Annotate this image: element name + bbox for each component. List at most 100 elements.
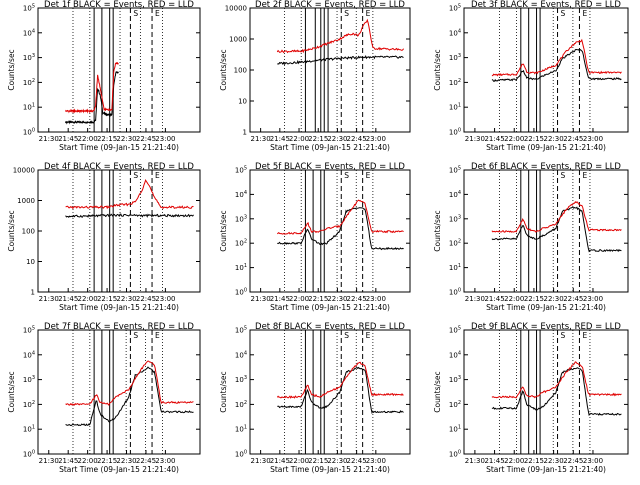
x-tick-label: 22:15 xyxy=(97,135,117,143)
y-tick-label: 101 xyxy=(449,103,461,112)
x-tick-label: 23:00 xyxy=(583,135,603,143)
reference-lines xyxy=(284,8,374,132)
reference-lines xyxy=(284,330,374,454)
y-axis-label: Counts/sec xyxy=(433,49,442,90)
y-tick-label: 100 xyxy=(23,128,35,137)
panel-title: Det 2f BLACK = Events, RED = LLD xyxy=(255,0,405,10)
x-axis-label: Start Time (09-Jan-15 21:21:40) xyxy=(486,143,606,152)
x-tick-label: 22:15 xyxy=(524,135,544,143)
x-tick-label: 21:30 xyxy=(39,295,59,303)
x-tick-label: 21:30 xyxy=(251,295,271,303)
y-tick-label: 104 xyxy=(449,190,461,199)
x-tick-label: 22:15 xyxy=(308,135,328,143)
y-tick-label: 105 xyxy=(235,326,247,335)
marker-e: E xyxy=(366,171,371,180)
y-tick-label: 1000 xyxy=(17,197,35,205)
x-axis-label: Start Time (09-Jan-15 21:21:40) xyxy=(59,143,179,152)
x-axis-label: Start Time (09-Jan-15 21:21:40) xyxy=(486,465,606,474)
x-tick-label: 22:45 xyxy=(563,135,583,143)
y-tick-label: 102 xyxy=(23,78,35,87)
x-tick-label: 22:45 xyxy=(136,295,156,303)
x-tick-label: 21:30 xyxy=(465,295,485,303)
y-tick-label: 100 xyxy=(449,288,461,297)
reference-lines xyxy=(499,8,591,132)
marker-e: E xyxy=(366,331,371,340)
lld-trace xyxy=(276,18,405,54)
y-tick-label: 100 xyxy=(23,450,35,459)
y-tick-label: 100 xyxy=(235,450,247,459)
lld-trace xyxy=(65,61,119,114)
lld-trace xyxy=(491,38,622,77)
y-tick-label: 102 xyxy=(449,78,461,87)
x-tick-label: 21:30 xyxy=(251,457,271,465)
y-tick-label: 100 xyxy=(22,228,35,236)
x-tick-label: 21:45 xyxy=(270,457,290,465)
y-tick-label: 105 xyxy=(235,166,247,175)
y-tick-label: 10000 xyxy=(13,167,35,175)
x-tick-label: 21:45 xyxy=(484,457,504,465)
y-tick-label: 101 xyxy=(23,103,35,112)
y-tick-label: 10 xyxy=(26,258,35,266)
x-tick-label: 22:00 xyxy=(78,295,98,303)
x-tick-label: 23:00 xyxy=(155,457,175,465)
marker-e: E xyxy=(582,331,587,340)
y-tick-label: 102 xyxy=(449,239,461,248)
y-tick-label: 104 xyxy=(235,190,247,199)
reference-lines xyxy=(499,330,591,454)
x-axis-label: Start Time (09-Jan-15 21:21:40) xyxy=(59,303,179,312)
y-axis-label: Counts/sec xyxy=(219,210,228,251)
x-tick-label: 23:00 xyxy=(366,295,386,303)
y-tick-label: 103 xyxy=(449,375,461,384)
y-tick-label: 105 xyxy=(449,326,461,335)
x-tick-label: 22:45 xyxy=(347,295,367,303)
plot-frame xyxy=(37,7,201,133)
marker-s: S xyxy=(344,9,349,18)
x-tick-label: 22:30 xyxy=(544,295,564,303)
y-tick-label: 102 xyxy=(23,400,35,409)
plot-frame xyxy=(249,7,411,133)
y-tick-label: 103 xyxy=(449,214,461,223)
lld-trace xyxy=(65,360,194,406)
plot-frame xyxy=(463,169,629,293)
x-tick-label: 21:45 xyxy=(484,295,504,303)
x-tick-label: 22:00 xyxy=(504,457,524,465)
y-tick-label: 101 xyxy=(235,263,247,272)
plot-frame xyxy=(463,329,629,455)
x-tick-label: 22:00 xyxy=(289,457,309,465)
events-trace xyxy=(65,71,119,125)
series-group xyxy=(276,18,405,66)
series-group xyxy=(491,200,622,253)
x-axis-label: Start Time (09-Jan-15 21:21:40) xyxy=(270,143,390,152)
events-trace xyxy=(277,207,404,251)
marker-e: E xyxy=(582,171,587,180)
series-group xyxy=(65,360,194,427)
events-trace xyxy=(491,367,622,417)
y-axis-label: Counts/sec xyxy=(7,210,16,251)
events-trace xyxy=(65,366,194,427)
x-tick-label: 22:30 xyxy=(544,457,564,465)
x-tick-label: 22:45 xyxy=(347,135,367,143)
x-axis-label: Start Time (09-Jan-15 21:21:40) xyxy=(59,465,179,474)
x-tick-label: 22:00 xyxy=(504,135,524,143)
x-tick-label: 23:00 xyxy=(155,135,175,143)
x-tick-label: 23:00 xyxy=(366,135,386,143)
lld-trace xyxy=(65,179,194,210)
y-tick-label: 104 xyxy=(449,28,461,37)
y-tick-label: 101 xyxy=(449,263,461,272)
plot-frame xyxy=(249,329,411,455)
x-tick-label: 22:30 xyxy=(327,457,347,465)
x-tick-label: 21:30 xyxy=(465,457,485,465)
x-tick-label: 21:30 xyxy=(465,135,485,143)
y-tick-label: 100 xyxy=(234,67,247,75)
x-axis-label: Start Time (09-Jan-15 21:21:40) xyxy=(270,303,390,312)
lld-trace xyxy=(491,200,622,233)
x-tick-label: 22:00 xyxy=(289,135,309,143)
x-tick-label: 22:45 xyxy=(136,457,156,465)
y-tick-label: 100 xyxy=(449,450,461,459)
x-tick-label: 22:30 xyxy=(116,295,136,303)
y-axis-label: Counts/sec xyxy=(7,49,16,90)
x-tick-label: 22:00 xyxy=(78,457,98,465)
